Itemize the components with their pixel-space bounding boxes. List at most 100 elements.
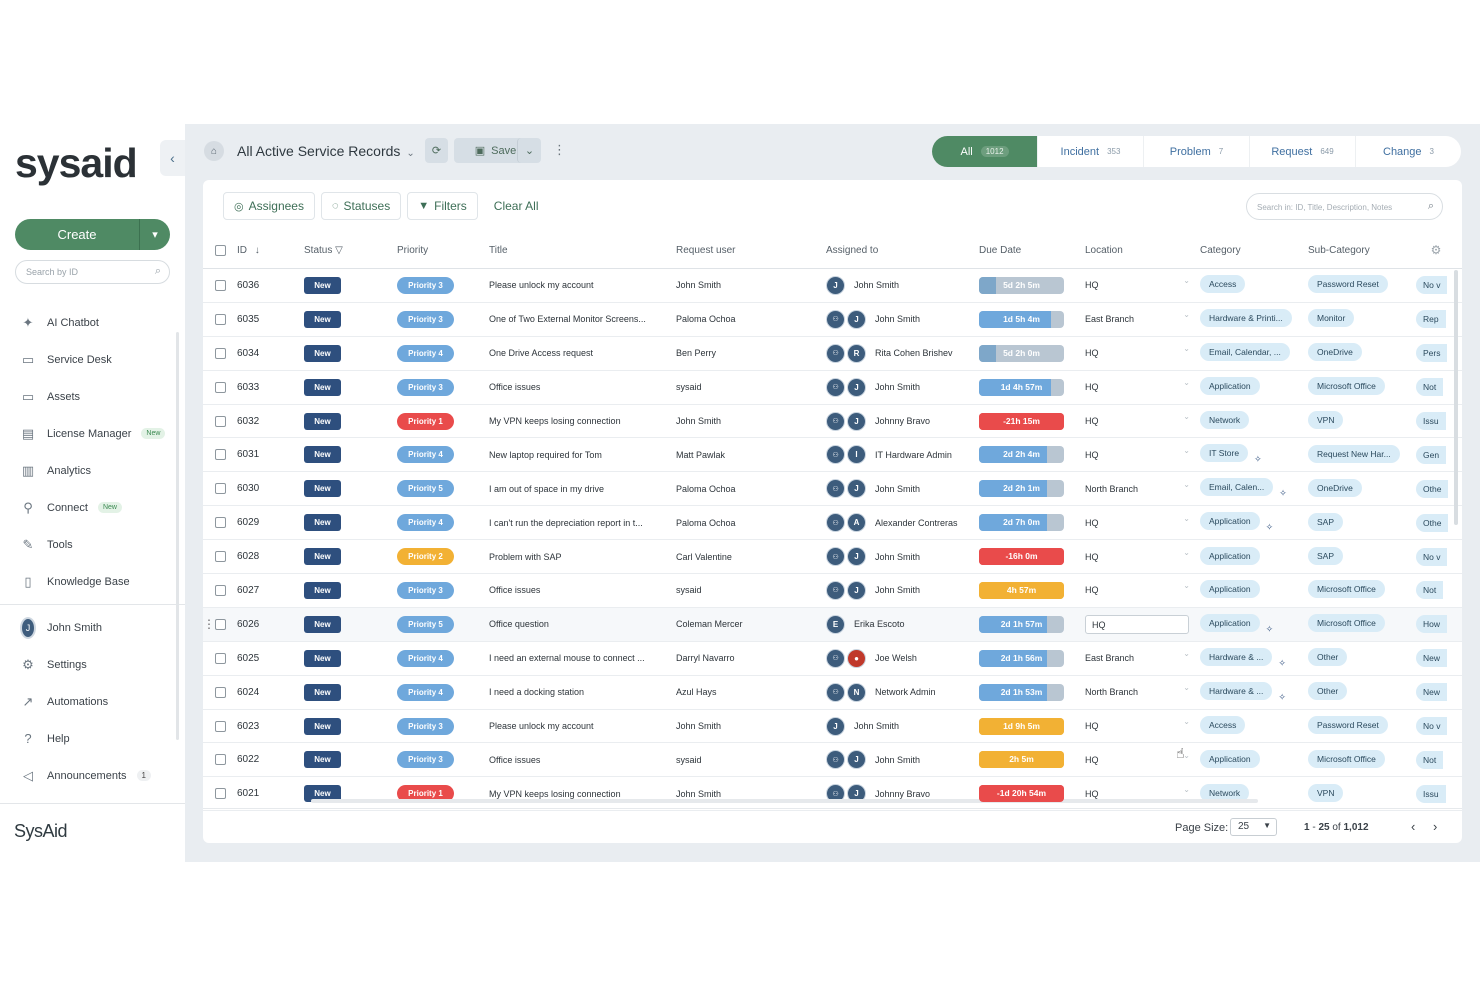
ai-sparkle-icon[interactable]: ✧: [1278, 657, 1286, 668]
location-select[interactable]: East Branch ⌄: [1085, 649, 1200, 663]
row-checkbox[interactable]: [215, 381, 226, 393]
row-checkbox[interactable]: [215, 584, 226, 596]
record-title[interactable]: One Drive Access request: [489, 348, 594, 359]
row-checkbox[interactable]: [215, 686, 226, 698]
chevron-down-icon[interactable]: ⌄: [1183, 683, 1190, 693]
prev-page-icon[interactable]: ‹: [1411, 819, 1416, 834]
chevron-down-icon[interactable]: ⌄: [1183, 479, 1190, 489]
record-title[interactable]: Problem with SAP: [489, 551, 562, 562]
select-all-checkbox[interactable]: [215, 244, 226, 256]
record-id[interactable]: 6032: [237, 415, 260, 427]
location-select[interactable]: HQ ⌄: [1085, 751, 1200, 765]
table-row[interactable]: 6035 New Priority 3 One of Two External Mon…: [203, 303, 1462, 337]
column-request-user[interactable]: Request user: [676, 244, 736, 256]
table-row[interactable]: 6024 New Priority 4 I need a docking statio…: [203, 676, 1462, 710]
save-dropdown-button[interactable]: ⌄: [517, 138, 541, 163]
sidebar-item-analytics[interactable]: ▥ Analytics: [0, 452, 180, 489]
row-checkbox[interactable]: [215, 279, 226, 291]
table-row[interactable]: 6033 New Priority 3 Office issues sysaid ⚇ J Jo…: [203, 371, 1462, 405]
table-row[interactable]: 6029 New Priority 4 I can't run the depreci…: [203, 506, 1462, 541]
tab-change[interactable]: Change 3: [1356, 136, 1461, 167]
tab-incident[interactable]: Incident 353: [1038, 136, 1144, 167]
record-id[interactable]: 6034: [237, 347, 260, 359]
row-checkbox[interactable]: [215, 652, 226, 664]
table-row[interactable]: ⋮ 6026 New Priority 5 Office question Coleman…: [203, 607, 1462, 642]
record-title[interactable]: Please unlock my account: [489, 721, 594, 732]
sidebar-item-automations[interactable]: ↗ Automations: [0, 683, 180, 720]
user-profile[interactable]: J John Smith: [0, 609, 180, 646]
table-row[interactable]: 6036 New Priority 3 Please unlock my accoun…: [203, 269, 1462, 303]
row-checkbox[interactable]: [215, 788, 226, 800]
column-settings-gear-icon[interactable]: ⚙: [1430, 243, 1442, 257]
sidebar-item-connect[interactable]: ⚲ Connect New: [0, 489, 180, 526]
chevron-down-icon[interactable]: ⌄: [1183, 750, 1190, 760]
chevron-down-icon[interactable]: ⌄: [1183, 276, 1190, 286]
record-title[interactable]: I can't run the depreciation report in t…: [489, 517, 643, 528]
sidebar-item-help[interactable]: ? Help: [0, 720, 180, 757]
statuses-filter-button[interactable]: ◌ Statuses: [320, 192, 402, 220]
chevron-down-icon[interactable]: ⌄: [1183, 344, 1190, 354]
row-checkbox[interactable]: [215, 720, 226, 732]
record-id[interactable]: 6024: [237, 686, 260, 698]
record-title[interactable]: New laptop required for Tom: [489, 449, 602, 460]
location-select[interactable]: HQ ⌄: [1085, 446, 1200, 460]
location-select[interactable]: HQ ⌄: [1085, 581, 1200, 595]
records-search-input[interactable]: Search in: ID, Title, Description, Notes…: [1246, 193, 1443, 220]
ai-sparkle-icon[interactable]: ✧: [1265, 623, 1274, 634]
record-id[interactable]: 6033: [237, 381, 260, 393]
column-due-date[interactable]: Due Date: [979, 244, 1022, 256]
sidebar-item-settings[interactable]: ⚙ Settings: [0, 646, 180, 683]
table-row[interactable]: 6034 New Priority 4 One Drive Access reques…: [203, 337, 1462, 371]
sidebar-scrollbar[interactable]: [176, 332, 179, 740]
location-select[interactable]: HQ ⌄: [1085, 412, 1200, 426]
assigned-to[interactable]: ⚇ J John Smith: [826, 580, 979, 600]
row-checkbox[interactable]: [215, 618, 226, 630]
assigned-to[interactable]: ⚇ I IT Hardware Admin: [826, 445, 979, 465]
chevron-down-icon[interactable]: ⌄: [1183, 784, 1190, 794]
page-size-select[interactable]: 25 ▼: [1230, 818, 1277, 836]
refresh-button[interactable]: ⟳: [425, 138, 448, 163]
record-id[interactable]: 6026: [237, 618, 260, 630]
location-select[interactable]: HQ ⌄: [1085, 717, 1200, 731]
row-checkbox[interactable]: [215, 449, 226, 461]
row-checkbox[interactable]: [215, 313, 226, 325]
create-dropdown-button[interactable]: ▾: [139, 219, 170, 250]
assignees-filter-button[interactable]: ◎ Assignees: [223, 192, 315, 220]
column-location[interactable]: Location: [1085, 244, 1123, 256]
record-title[interactable]: My VPN keeps losing connection: [489, 416, 621, 426]
table-row[interactable]: 6021 New Priority 1 My VPN keeps losing con…: [203, 777, 1462, 812]
create-button[interactable]: Create: [15, 219, 139, 250]
assigned-to[interactable]: ⚇ J John Smith: [826, 377, 979, 397]
tab-request[interactable]: Request 649: [1250, 136, 1356, 167]
record-id[interactable]: 6027: [237, 584, 260, 596]
record-title[interactable]: Office question: [489, 619, 549, 630]
chevron-down-icon[interactable]: ⌄: [1183, 310, 1190, 320]
chevron-down-icon[interactable]: ⌄: [1183, 513, 1190, 523]
filters-button[interactable]: ▼ Filters: [407, 192, 478, 220]
table-row[interactable]: 6028 New Priority 2 Problem with SAP Carl Va…: [203, 540, 1462, 575]
location-select[interactable]: HQ ⌄: [1085, 548, 1200, 562]
sysaid-logo[interactable]: sysaid: [15, 140, 138, 186]
location-select[interactable]: East Branch ⌄: [1085, 310, 1200, 324]
record-title[interactable]: Office issues: [489, 585, 541, 596]
chevron-down-icon[interactable]: ⌄: [1183, 378, 1190, 388]
record-id[interactable]: 6023: [237, 720, 260, 732]
record-title[interactable]: Please unlock my account: [489, 280, 594, 291]
location-select[interactable]: North Branch ⌄: [1085, 683, 1200, 697]
sidebar-item-service-desk[interactable]: ▭ Service Desk: [0, 341, 180, 378]
table-row[interactable]: 6032 New Priority 1 My VPN keeps losing con…: [203, 405, 1462, 439]
record-id[interactable]: 6030: [237, 483, 260, 495]
record-title[interactable]: I need a docking station: [489, 687, 585, 698]
table-vertical-scrollbar[interactable]: [1454, 270, 1458, 525]
location-dropdown[interactable]: HQ: [1085, 614, 1189, 634]
chevron-down-icon[interactable]: ⌄: [1183, 412, 1190, 421]
tab-problem[interactable]: Problem 7: [1144, 136, 1250, 167]
row-checkbox[interactable]: [215, 754, 226, 766]
location-select[interactable]: North Branch ⌄: [1085, 480, 1200, 494]
column-priority[interactable]: Priority: [397, 244, 429, 256]
assigned-to[interactable]: ⚇ J Johnny Bravo: [826, 411, 979, 431]
tab-all[interactable]: All 1012: [932, 136, 1038, 167]
assigned-to[interactable]: E Erika Escoto: [826, 614, 979, 634]
assigned-to[interactable]: ⚇ J John Smith: [826, 479, 979, 499]
clear-all-button[interactable]: Clear All: [493, 199, 539, 213]
